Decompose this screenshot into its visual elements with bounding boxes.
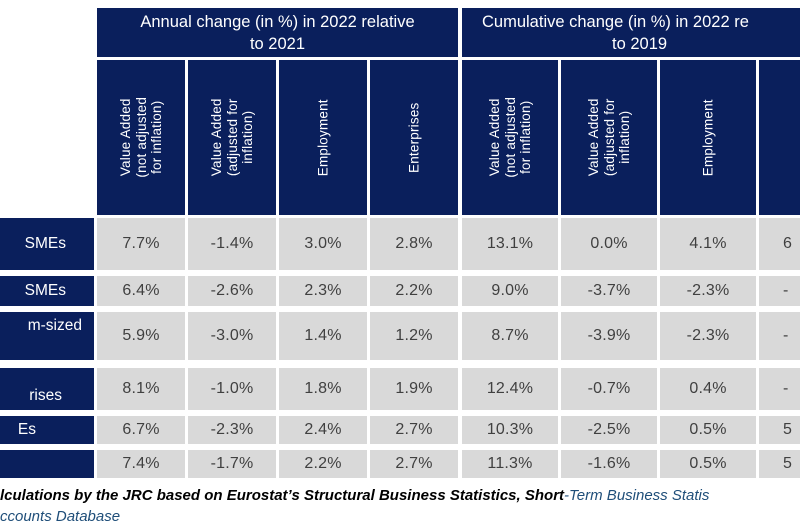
annual-change-group-header: Annual change (in %) in 2022 relative to… [97, 8, 458, 57]
col-header-label: Employment [700, 98, 716, 177]
table-row: SMEs 7.7% -1.4% 3.0% 2.8% 13.1% 0.0% 4.1… [0, 218, 800, 270]
value-cell-clipped: - [759, 312, 800, 360]
value-cell: 10.3% [462, 416, 558, 444]
header-left-spacer [0, 8, 97, 57]
col-header-annual-employment: Employment [279, 60, 367, 215]
value-cell: -2.6% [188, 276, 276, 306]
value-cell: 6.7% [97, 416, 185, 444]
value-cell: 11.3% [462, 450, 558, 478]
table-row: Es 6.7% -2.3% 2.4% 2.7% 10.3% -2.5% 0.5%… [0, 416, 800, 444]
value-cell: 2.2% [279, 450, 367, 478]
value-cell-clipped: 5 [759, 416, 800, 444]
col-header-annual-enterprises: Enterprises [370, 60, 458, 215]
value-cell: 12.4% [462, 368, 558, 410]
col-header-cumulative-employment: Employment [660, 60, 756, 215]
col-header-cumulative-va-nominal: Value Added (not adjusted for inflation) [462, 60, 558, 215]
column-header-band: Value Added (not adjusted for inflation)… [0, 60, 800, 215]
group-header-band: Annual change (in %) in 2022 relative to… [0, 8, 800, 57]
value-cell: 2.3% [279, 276, 367, 306]
value-cell: 4.1% [660, 218, 756, 270]
row-label: SMEs [0, 218, 94, 270]
col-header-annual-va-nominal: Value Added (not adjusted for inflation) [97, 60, 185, 215]
header-left-spacer [0, 60, 94, 215]
cumulative-header-line1: Cumulative change (in %) in 2022 re [482, 13, 749, 31]
table-row: 7.4% -1.7% 2.2% 2.7% 11.3% -1.6% 0.5% 5 [0, 450, 800, 478]
value-cell: 1.9% [370, 368, 458, 410]
col-header-label: Value Added (not adjusted for inflation) [117, 97, 164, 178]
col-header-label: Value Added (adjusted for inflation) [585, 98, 632, 177]
source-note-line2: ccounts Database [0, 508, 121, 525]
value-cell: -3.9% [561, 312, 657, 360]
col-header-label: Value Added (not adjusted for inflation) [486, 97, 533, 178]
value-cell: 2.2% [370, 276, 458, 306]
col-header-label: Enterprises [406, 102, 422, 173]
value-cell: 1.8% [279, 368, 367, 410]
value-cell: 0.0% [561, 218, 657, 270]
value-cell: -1.4% [188, 218, 276, 270]
value-cell: 0.5% [660, 450, 756, 478]
source-note-line1: lculations by the JRC based on Eurostat’… [0, 485, 800, 506]
table-row: rises 8.1% -1.0% 1.8% 1.9% 12.4% -0.7% 0… [0, 368, 800, 410]
value-cell: 13.1% [462, 218, 558, 270]
value-cell: -1.7% [188, 450, 276, 478]
source-note-blue-segment: -Term Business Statis [564, 487, 710, 504]
value-cell: -3.0% [188, 312, 276, 360]
col-header-cumulative-enterprises [759, 60, 800, 215]
value-cell: 2.7% [370, 450, 458, 478]
value-cell: 2.8% [370, 218, 458, 270]
value-cell: 1.2% [370, 312, 458, 360]
value-cell: -1.6% [561, 450, 657, 478]
source-note: lculations by the JRC based on Eurostat’… [0, 485, 800, 527]
value-cell: -2.3% [188, 416, 276, 444]
value-cell-clipped: 6 [759, 218, 800, 270]
value-cell: -1.0% [188, 368, 276, 410]
row-label: SMEs [0, 276, 94, 306]
value-cell-clipped: - [759, 368, 800, 410]
value-cell: 7.4% [97, 450, 185, 478]
cumulative-header-line2: to 2019 [612, 35, 668, 53]
table-row: m-sized 5.9% -3.0% 1.4% 1.2% 8.7% -3.9% … [0, 312, 800, 360]
value-cell: -2.3% [660, 276, 756, 306]
value-cell: 0.4% [660, 368, 756, 410]
value-cell: 0.5% [660, 416, 756, 444]
row-label: Es [0, 416, 94, 444]
row-label: rises [0, 368, 94, 410]
col-header-annual-va-real: Value Added (adjusted for inflation) [188, 60, 276, 215]
col-header-label: Value Added (adjusted for inflation) [208, 98, 255, 177]
cumulative-change-group-header: Cumulative change (in %) in 2022 re to 2… [462, 8, 800, 57]
col-header-label: Employment [315, 98, 331, 177]
value-cell: -2.5% [561, 416, 657, 444]
value-cell: 9.0% [462, 276, 558, 306]
value-cell: 8.1% [97, 368, 185, 410]
value-cell: 6.4% [97, 276, 185, 306]
value-cell-clipped: 5 [759, 450, 800, 478]
value-cell: -2.3% [660, 312, 756, 360]
value-cell: 3.0% [279, 218, 367, 270]
value-cell: 2.4% [279, 416, 367, 444]
col-header-cumulative-va-real: Value Added (adjusted for inflation) [561, 60, 657, 215]
table-row: SMEs 6.4% -2.6% 2.3% 2.2% 9.0% -3.7% -2.… [0, 276, 800, 306]
row-label [0, 450, 94, 478]
value-cell: 5.9% [97, 312, 185, 360]
value-cell: -0.7% [561, 368, 657, 410]
value-cell: 8.7% [462, 312, 558, 360]
value-cell: 1.4% [279, 312, 367, 360]
row-label: m-sized [0, 312, 94, 360]
value-cell: 2.7% [370, 416, 458, 444]
value-cell: -3.7% [561, 276, 657, 306]
value-cell-clipped: - [759, 276, 800, 306]
source-note-bold-segment: lculations by the JRC based on Eurostat’… [0, 487, 565, 504]
value-cell: 7.7% [97, 218, 185, 270]
